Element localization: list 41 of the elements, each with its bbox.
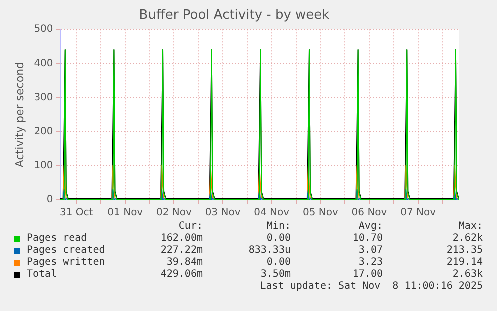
y-tick-label: 500 xyxy=(34,24,54,36)
text: 0.00 xyxy=(266,257,291,269)
text: 10.70 xyxy=(352,233,383,245)
x-tick-label: 01 Nov xyxy=(108,208,144,219)
legend-label: Pages created xyxy=(27,245,106,257)
text: 3.50m xyxy=(260,269,291,281)
text: 833.33u xyxy=(248,245,291,257)
text: 2.62k xyxy=(452,233,483,245)
x-tick-label: 02 Nov xyxy=(156,208,192,219)
text: Max: xyxy=(458,221,483,233)
x-tick-label: 07 Nov xyxy=(400,208,436,219)
x-tick-label: 06 Nov xyxy=(352,208,388,219)
text: 17.00 xyxy=(352,269,383,281)
x-tick-label: 05 Nov xyxy=(302,208,338,219)
legend-label: Pages written xyxy=(27,257,106,269)
text: Cur: xyxy=(178,221,203,233)
x-tick-label: 31 Oct xyxy=(60,208,94,219)
x-tick-label: 04 Nov xyxy=(254,208,290,219)
y-axis-title: Activity per second xyxy=(13,62,26,168)
text: 227.22m xyxy=(160,245,203,257)
y-tick-label: 300 xyxy=(34,92,54,104)
text: 429.06m xyxy=(160,269,203,281)
y-tick-label: 400 xyxy=(34,58,54,70)
legend-label: Total xyxy=(27,269,58,281)
y-tick-label: 100 xyxy=(34,160,54,172)
text: 3.23 xyxy=(358,257,383,269)
y-tick-label: 200 xyxy=(34,126,54,138)
text: 39.84m xyxy=(166,257,203,269)
text: Min: xyxy=(266,221,291,233)
text: 162.00m xyxy=(160,233,203,245)
chart-title: Buffer Pool Activity - by week xyxy=(139,8,330,24)
text: 219.14 xyxy=(446,257,483,269)
text: 3.07 xyxy=(358,245,383,257)
text: 0.00 xyxy=(266,233,291,245)
text: 213.35 xyxy=(446,245,483,257)
legend-label: Pages read xyxy=(27,233,88,245)
text: 2.63k xyxy=(452,269,483,281)
text: Avg: xyxy=(358,221,383,233)
y-tick-label: 0 xyxy=(46,194,54,206)
x-tick-label: 03 Nov xyxy=(205,208,241,219)
text: Last update: Sat Nov 8 11:00:16 2025 xyxy=(260,281,483,293)
